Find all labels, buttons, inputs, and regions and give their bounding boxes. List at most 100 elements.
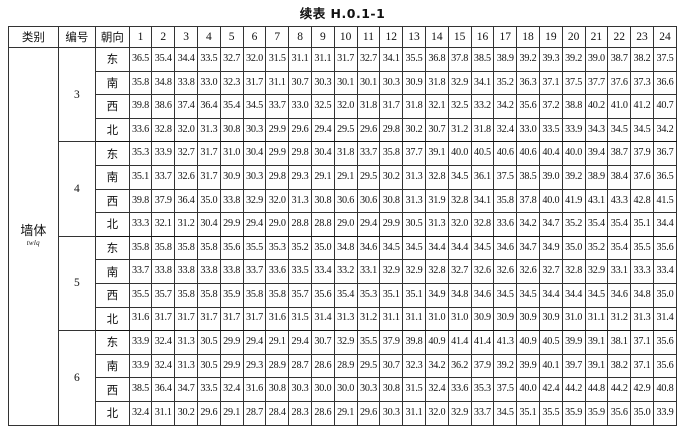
- header-hour-17: 17: [493, 26, 518, 48]
- value-cell: 34.5: [493, 282, 518, 308]
- header-hour-16: 16: [470, 26, 495, 48]
- value-cell: 37.6: [630, 164, 654, 190]
- value-cell: 32.8: [424, 164, 449, 190]
- value-cell: 30.3: [288, 377, 312, 402]
- value-cell: 31.3: [333, 306, 358, 332]
- value-cell: 44.2: [561, 377, 586, 402]
- table-row: 西 35.5 35.7 35.8 35.8 35.9 35.8 35.8 35.7 35.6 35.…: [9, 282, 678, 308]
- value-cell: 34.5: [379, 235, 404, 261]
- header-hour-1: 1: [128, 26, 153, 48]
- value-cell: 31.0: [447, 306, 472, 332]
- header-category: 类别: [8, 26, 59, 48]
- value-cell: 32.4: [151, 330, 176, 355]
- value-cell: 31.1: [584, 306, 609, 332]
- value-cell: 30.9: [470, 306, 495, 332]
- value-cell: 35.6: [516, 94, 540, 119]
- value-cell: 32.7: [356, 47, 381, 72]
- value-cell: 28.4: [265, 400, 290, 426]
- value-cell: 35.4: [151, 47, 176, 72]
- header-hour-6: 6: [242, 26, 267, 48]
- value-cell: 29.9: [379, 212, 404, 237]
- value-cell: 34.5: [470, 235, 495, 261]
- value-cell: 35.3: [128, 141, 153, 166]
- value-cell: 32.7: [219, 47, 244, 72]
- table-row: 6 东 33.9 32.4 31.3 30.5 29.9 29.4 29.1 29.4 30.7 32…: [9, 330, 678, 426]
- value-cell: 29.9: [265, 141, 290, 166]
- value-cell: 38.6: [151, 94, 176, 119]
- value-cell: 33.0: [196, 70, 221, 96]
- value-cell: 33.7: [151, 164, 176, 190]
- value-cell: 35.6: [219, 235, 244, 261]
- value-cell: 30.7: [379, 353, 404, 379]
- value-cell: 29.1: [219, 400, 244, 426]
- value-cell: 35.8: [196, 235, 221, 261]
- value-cell: 39.7: [561, 353, 586, 379]
- orientation-cell: 南: [95, 353, 130, 379]
- header-hour-8: 8: [288, 26, 312, 48]
- value-cell: 31.3: [402, 188, 426, 214]
- value-cell: 30.2: [379, 164, 404, 190]
- value-cell: 36.2: [447, 353, 472, 379]
- value-cell: 38.1: [607, 330, 632, 355]
- value-cell: 30.5: [196, 330, 221, 355]
- value-cell: 30.7: [424, 117, 449, 143]
- value-cell: 38.8: [561, 94, 586, 119]
- table-row: 南 33.7 33.8 33.8 33.8 33.8 33.7 33.6 33.5 33.4 33.…: [9, 259, 678, 284]
- value-cell: 40.8: [652, 377, 678, 402]
- orientation-cell: 北: [95, 117, 130, 143]
- value-cell: 31.8: [402, 94, 426, 119]
- value-cell: 34.9: [424, 282, 449, 308]
- value-cell: 38.5: [470, 47, 495, 72]
- value-cell: 42.8: [630, 188, 654, 214]
- category-subscript: twlq: [26, 238, 40, 247]
- value-cell: 32.9: [447, 400, 472, 426]
- value-cell: 35.5: [630, 235, 654, 261]
- value-cell: 30.5: [196, 353, 221, 379]
- value-cell: 38.7: [607, 141, 632, 166]
- orientation-cell: 西: [95, 94, 130, 119]
- value-cell: 36.4: [196, 94, 221, 119]
- value-cell: 35.9: [584, 400, 609, 426]
- value-cell: 33.3: [630, 259, 654, 284]
- table-row: 西 38.5 36.4 34.7 33.5 32.4 31.6 30.8 30.3 30.0 30.…: [9, 377, 678, 402]
- value-cell: 33.8: [219, 259, 244, 284]
- value-cell: 31.7: [379, 94, 404, 119]
- value-cell: 39.9: [516, 353, 540, 379]
- value-cell: 35.4: [584, 212, 609, 237]
- value-cell: 29.6: [356, 117, 381, 143]
- orientation-cell: 西: [95, 188, 130, 214]
- value-cell: 30.9: [493, 306, 518, 332]
- value-cell: 34.3: [584, 117, 609, 143]
- value-cell: 41.9: [561, 188, 586, 214]
- value-cell: 30.4: [196, 212, 221, 237]
- value-cell: 35.0: [310, 235, 335, 261]
- value-cell: 40.0: [447, 141, 472, 166]
- value-cell: 29.9: [219, 330, 244, 355]
- value-cell: 40.2: [584, 94, 609, 119]
- value-cell: 29.1: [265, 330, 290, 355]
- value-cell: 34.4: [538, 282, 563, 308]
- value-cell: 34.9: [538, 235, 563, 261]
- value-cell: 34.7: [538, 212, 563, 237]
- value-cell: 30.3: [242, 164, 267, 190]
- orientation-cell: 南: [95, 164, 130, 190]
- value-cell: 28.8: [310, 212, 335, 237]
- value-cell: 34.2: [493, 94, 518, 119]
- value-cell: 41.0: [607, 94, 632, 119]
- value-cell: 38.9: [584, 164, 609, 190]
- value-cell: 40.0: [561, 141, 586, 166]
- category-label: 墙体: [20, 224, 47, 240]
- value-cell: 33.7: [242, 259, 267, 284]
- value-cell: 35.2: [584, 235, 609, 261]
- table-row: 北 33.6 32.8 32.0 31.3 30.8 30.3 29.9 29.6 29.4 29.…: [9, 117, 678, 143]
- value-cell: 34.7: [174, 377, 198, 402]
- value-cell: 29.0: [333, 212, 358, 237]
- value-cell: 34.4: [447, 235, 472, 261]
- value-cell: 29.4: [242, 212, 267, 237]
- value-cell: 35.8: [174, 235, 198, 261]
- value-cell: 31.7: [174, 306, 198, 332]
- table-row: 西 39.8 37.9 36.4 35.0 33.8 32.9 32.0 31.3 30.8 30.…: [9, 188, 678, 214]
- value-cell: 32.9: [333, 330, 358, 355]
- header-hour-4: 4: [196, 26, 221, 48]
- value-cell: 37.9: [470, 353, 495, 379]
